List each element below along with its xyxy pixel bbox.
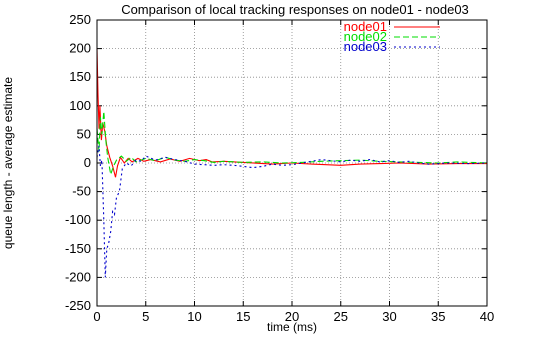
tick-labels: 0 5 10 15 20 25 30 35 40 -250 -200 -150 -100 -50 0 50 10… (65, 12, 494, 324)
y-axis-label: queue length - average estimate (1, 77, 15, 249)
legend-label-node02: node02 (344, 29, 387, 44)
y-tick-label: -50 (72, 184, 91, 199)
x-tick-label: 30 (382, 309, 396, 324)
x-tick-label: 10 (187, 309, 201, 324)
x-axis-label: time (ms) (267, 320, 317, 334)
x-tick-label: 25 (334, 309, 348, 324)
y-tick-label: -250 (65, 298, 91, 313)
x-tick-label: 15 (236, 309, 250, 324)
y-tick-label: 100 (69, 98, 91, 113)
y-tick-label: 150 (69, 69, 91, 84)
x-tick-label: 5 (142, 309, 149, 324)
x-tick-label: 0 (93, 309, 100, 324)
y-tick-label: -150 (65, 241, 91, 256)
grid (96, 19, 488, 307)
y-tick-label: 250 (69, 12, 91, 27)
legend-label-node03: node03 (344, 39, 387, 54)
legend-label-node01: node01 (344, 19, 387, 34)
series-lines (96, 48, 488, 278)
y-tick-label: 0 (84, 155, 91, 170)
series-line-node03 (96, 145, 488, 278)
x-tick-label: 40 (480, 309, 494, 324)
y-tick-label: -200 (65, 269, 91, 284)
x-tick-label: 35 (431, 309, 445, 324)
y-tick-label: 200 (69, 41, 91, 56)
y-tick-label: -100 (65, 212, 91, 227)
plot-frame (96, 19, 488, 307)
y-tick-label: 50 (77, 126, 91, 141)
chart-title: Comparison of local tracking responses o… (121, 2, 469, 17)
series-line-node01 (96, 48, 487, 178)
x-tick-label: 20 (285, 309, 299, 324)
